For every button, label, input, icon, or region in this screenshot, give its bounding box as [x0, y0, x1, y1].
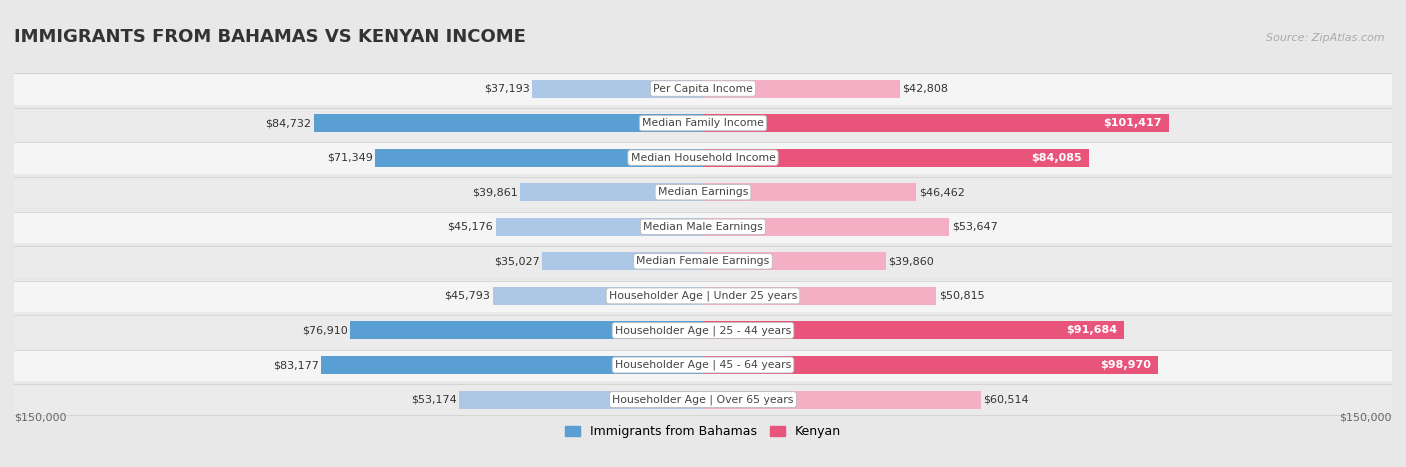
Text: Median Household Income: Median Household Income	[630, 153, 776, 163]
Bar	[492, 287, 703, 305]
Text: $98,970: $98,970	[1099, 360, 1150, 370]
Text: $39,861: $39,861	[472, 187, 517, 197]
Text: $45,176: $45,176	[447, 222, 494, 232]
Bar	[520, 183, 703, 201]
Text: Source: ZipAtlas.com: Source: ZipAtlas.com	[1267, 33, 1385, 42]
Bar	[495, 218, 703, 236]
Text: Householder Age | 45 - 64 years: Householder Age | 45 - 64 years	[614, 360, 792, 370]
Text: Householder Age | 25 - 44 years: Householder Age | 25 - 44 years	[614, 325, 792, 336]
Text: $91,684: $91,684	[1066, 325, 1118, 335]
Text: $84,732: $84,732	[266, 118, 312, 128]
Text: $76,910: $76,910	[302, 325, 347, 335]
Text: $83,177: $83,177	[273, 360, 319, 370]
Bar	[14, 246, 1392, 276]
Text: $150,000: $150,000	[1340, 412, 1392, 423]
Text: Median Earnings: Median Earnings	[658, 187, 748, 197]
Bar	[703, 183, 917, 201]
Text: IMMIGRANTS FROM BAHAMAS VS KENYAN INCOME: IMMIGRANTS FROM BAHAMAS VS KENYAN INCOME	[14, 28, 526, 46]
Bar	[703, 79, 900, 98]
Bar	[703, 218, 949, 236]
Bar	[14, 315, 1392, 346]
Text: $53,174: $53,174	[411, 395, 457, 404]
Text: Householder Age | Over 65 years: Householder Age | Over 65 years	[612, 394, 794, 405]
Text: $50,815: $50,815	[939, 291, 984, 301]
Bar	[14, 281, 1392, 311]
Bar	[14, 212, 1392, 242]
Legend: Immigrants from Bahamas, Kenyan: Immigrants from Bahamas, Kenyan	[560, 420, 846, 443]
Bar	[703, 321, 1125, 340]
Text: Median Family Income: Median Family Income	[643, 118, 763, 128]
Bar	[14, 384, 1392, 415]
Bar	[703, 252, 886, 270]
Bar	[314, 114, 703, 132]
Bar	[703, 390, 981, 409]
Text: Median Male Earnings: Median Male Earnings	[643, 222, 763, 232]
Bar	[14, 142, 1392, 173]
Text: $35,027: $35,027	[494, 256, 540, 266]
Bar	[543, 252, 703, 270]
Bar	[703, 356, 1157, 374]
Text: $39,860: $39,860	[889, 256, 934, 266]
Text: $150,000: $150,000	[14, 412, 66, 423]
Bar	[703, 149, 1090, 167]
Text: $60,514: $60,514	[983, 395, 1029, 404]
Bar	[703, 114, 1168, 132]
Text: $46,462: $46,462	[918, 187, 965, 197]
Text: Per Capita Income: Per Capita Income	[652, 84, 754, 93]
Text: $53,647: $53,647	[952, 222, 997, 232]
Text: $45,793: $45,793	[444, 291, 491, 301]
Bar	[14, 73, 1392, 104]
Bar	[533, 79, 703, 98]
Bar	[14, 177, 1392, 207]
Text: $42,808: $42,808	[901, 84, 948, 93]
Text: Householder Age | Under 25 years: Householder Age | Under 25 years	[609, 290, 797, 301]
Bar	[14, 350, 1392, 380]
Text: Median Female Earnings: Median Female Earnings	[637, 256, 769, 266]
Text: $84,085: $84,085	[1032, 153, 1083, 163]
Bar	[14, 108, 1392, 138]
Text: $71,349: $71,349	[328, 153, 373, 163]
Text: $101,417: $101,417	[1104, 118, 1161, 128]
Bar	[703, 287, 936, 305]
Bar	[458, 390, 703, 409]
Bar	[321, 356, 703, 374]
Bar	[350, 321, 703, 340]
Text: $37,193: $37,193	[484, 84, 530, 93]
Bar	[375, 149, 703, 167]
